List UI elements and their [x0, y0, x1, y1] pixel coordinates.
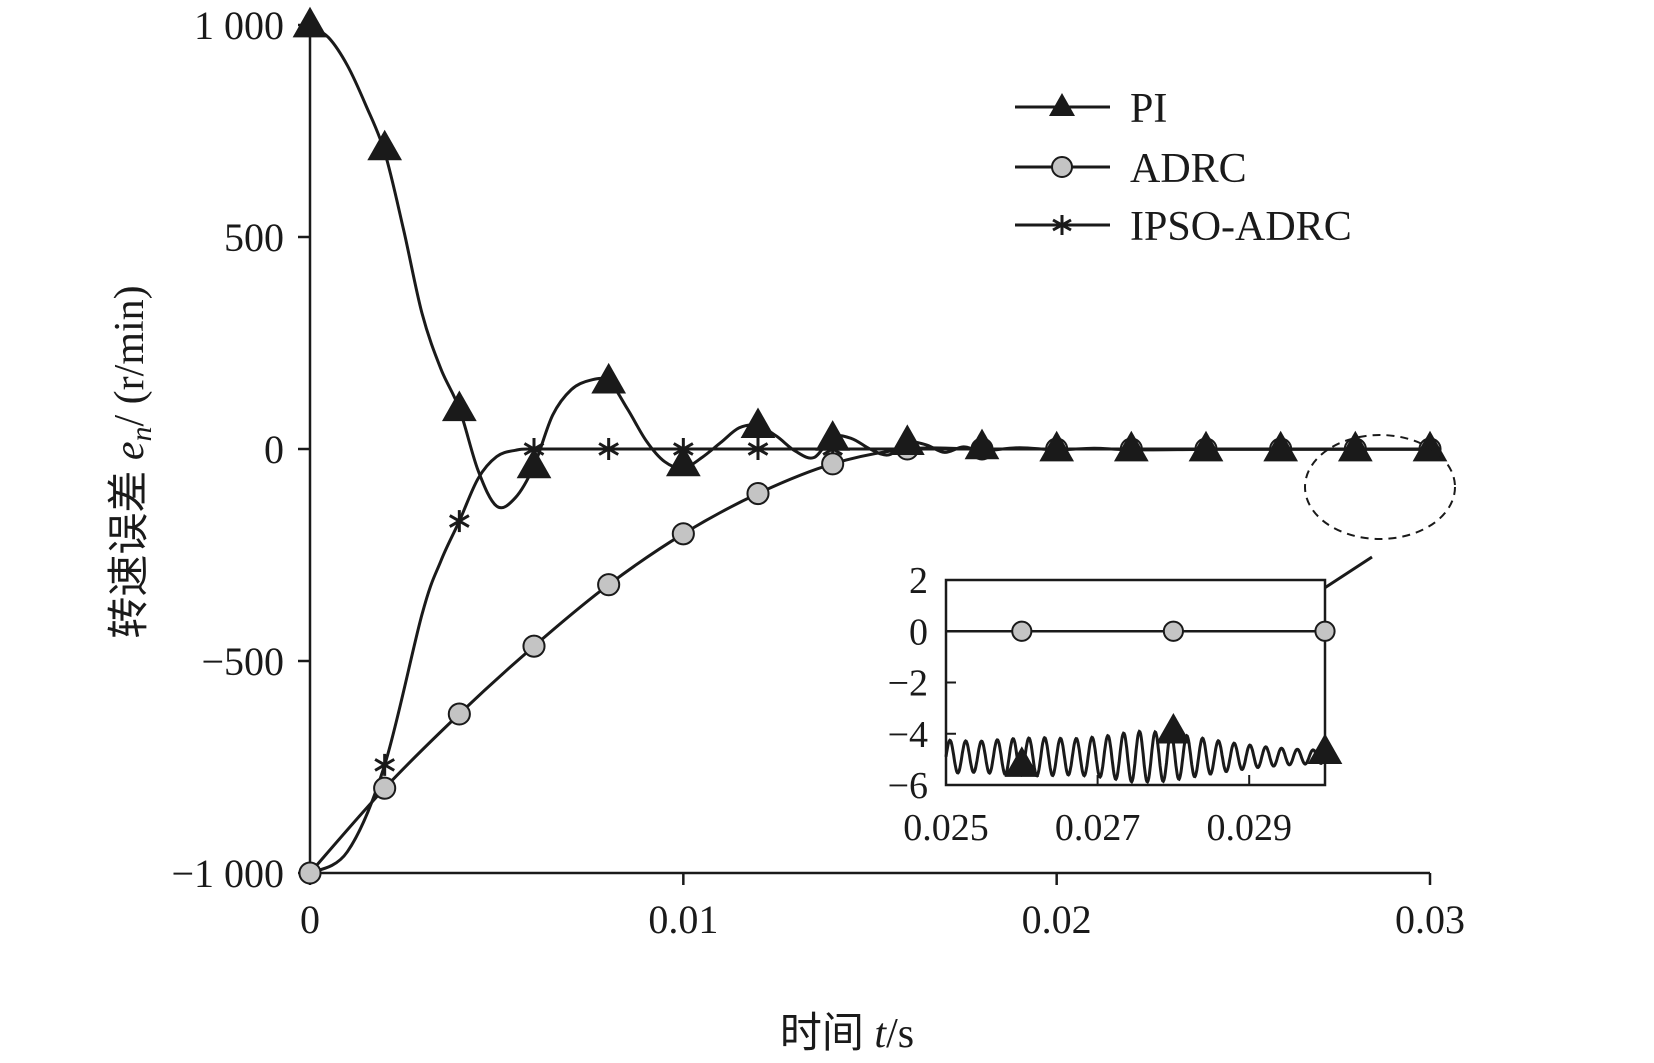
data-point-adrc: [821, 452, 845, 476]
inset-y-tick-label: −4: [888, 714, 928, 756]
y-tick-label: −1 000: [171, 851, 284, 896]
data-point-pi: [516, 447, 552, 479]
data-point-adrc: [671, 522, 695, 546]
inset-tick-labels: 0.025 0.027 0.029 −6 −4 −2 0 2: [888, 560, 1292, 849]
inset-data-point-pi: [1307, 733, 1343, 765]
series-line-pi: [309, 23, 1430, 510]
data-point-ipso-adrc: [598, 438, 619, 460]
inset-x-tick-label: 0.029: [1206, 807, 1292, 849]
inset-data-point-adrc: [1314, 620, 1336, 642]
data-point-pi: [441, 390, 477, 422]
inset-data-point-pi: [1156, 712, 1191, 744]
inset-series-line-pi: [944, 729, 1327, 785]
legend-label-pi: PI: [1130, 86, 1167, 132]
x-tick-label: 0: [300, 897, 320, 942]
data-point-pi: [1337, 430, 1373, 462]
legend-marker-ipso-adrc: [1052, 215, 1072, 235]
data-point-pi: [1263, 430, 1299, 462]
data-point-pi: [665, 445, 701, 477]
inset-data-point-adrc: [1162, 620, 1185, 642]
legend-marker-pi: [1049, 93, 1075, 116]
y-axis-title: 转速误差 en/ (r/min): [107, 285, 158, 638]
y-tick-label: 1 000: [194, 3, 284, 48]
data-point-pi: [1412, 430, 1448, 462]
data-point-pi: [1039, 430, 1075, 462]
inset-x-tick-label: 0.025: [903, 807, 989, 849]
data-point-adrc: [373, 776, 397, 800]
data-point-pi: [292, 6, 328, 38]
inset-y-tick-label: −6: [888, 765, 928, 807]
data-point-ipso-adrc: [747, 438, 769, 460]
data-point-pi: [591, 362, 627, 394]
legend-label-adrc: ADRC: [1130, 146, 1247, 192]
data-point-pi: [1113, 430, 1149, 462]
x-tick-label: 0.03: [1395, 897, 1465, 942]
inset-x-tick-label: 0.027: [1055, 807, 1141, 849]
inset-data-point-adrc: [1011, 620, 1033, 642]
data-point-pi: [815, 420, 851, 451]
data-point-adrc: [298, 861, 322, 885]
legend-item-adrc: ADRC: [1015, 146, 1247, 192]
data-point-pi: [1188, 430, 1224, 462]
data-point-adrc: [746, 481, 770, 506]
main-tick-labels: 0 0.01 0.02 0.03 −1 000 −500 0 500 1 000: [171, 3, 1465, 942]
inset-y-tick-label: 0: [909, 611, 928, 653]
inset-data-point-pi: [1004, 746, 1040, 777]
legend-item-ipso-adrc: IPSO-ADRC: [1015, 204, 1352, 250]
main-plot: 0 0.01 0.02 0.03 −1 000 −500 0 500 1 000: [171, 3, 1465, 942]
y-tick-label: 500: [224, 215, 284, 260]
y-tick-label: 0: [264, 427, 284, 472]
data-point-adrc: [447, 702, 471, 726]
series-line-ipso-adrc: [309, 447, 1430, 875]
data-point-pi: [964, 428, 1000, 460]
inset-y-tick-label: 2: [909, 560, 928, 602]
legend: PI ADRC IPSO-ADRC: [1015, 86, 1352, 250]
legend-item-pi: PI: [1015, 86, 1167, 132]
legend-label-ipso-adrc: IPSO-ADRC: [1130, 204, 1352, 250]
inset-series: [944, 620, 1343, 785]
data-point-adrc: [522, 634, 546, 658]
x-axis-title: 时间 t/s: [780, 1011, 914, 1057]
y-axis-title-var: e: [107, 441, 153, 460]
x-axis-title-prefix: 时间: [780, 1011, 875, 1057]
y-tick-label: −500: [201, 639, 284, 684]
data-point-adrc: [597, 573, 621, 597]
data-point-pi: [367, 129, 403, 161]
inset-y-tick-label: −2: [888, 663, 928, 705]
y-axis-title-sub: n: [125, 426, 158, 441]
inset-plot: 0.025 0.027 0.029 −6 −4 −2 0 2: [888, 560, 1343, 849]
data-point-pi: [740, 407, 776, 439]
data-point-pi: [889, 424, 925, 455]
zoom-region-ellipse: [1304, 434, 1456, 540]
x-axis-title-var: t: [874, 1011, 887, 1057]
main-series: [292, 6, 1448, 885]
y-axis-title-prefix: 转速误差: [107, 460, 153, 639]
x-tick-label: 0.01: [648, 897, 718, 942]
x-axis-title-suffix: /s: [886, 1011, 914, 1057]
x-tick-label: 0.02: [1022, 897, 1092, 942]
y-axis-title-suffix: / (r/min): [107, 285, 153, 426]
legend-marker-adrc: [1051, 156, 1073, 178]
data-point-ipso-adrc: [374, 753, 395, 776]
data-point-ipso-adrc: [449, 510, 470, 533]
